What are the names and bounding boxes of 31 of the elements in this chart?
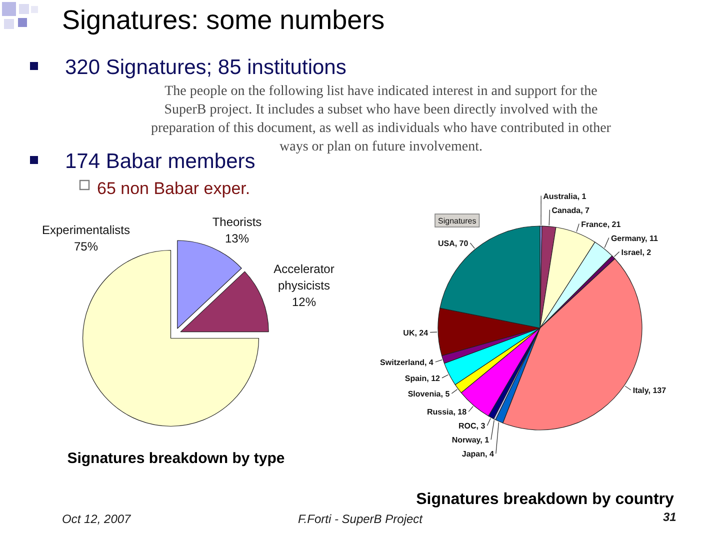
text: 174 Babar members xyxy=(65,150,256,173)
data-label: Italy, 137 xyxy=(632,386,667,396)
data-label: Switzerland, 4 xyxy=(380,358,434,367)
data-label: UK, 24 xyxy=(403,328,429,338)
data-label: 12% xyxy=(292,295,316,309)
data-label: Israel, 2 xyxy=(621,248,652,257)
text: Signatures xyxy=(438,216,476,226)
data-label: Russia, 18 xyxy=(426,408,468,417)
text: F.Forti - SuperB Project xyxy=(298,512,424,526)
data-label: Norway, 1 xyxy=(452,436,490,445)
text: 31 xyxy=(663,510,677,524)
data-label: USA, 70 xyxy=(438,238,469,248)
text: 320 Signatures; 85 institutions xyxy=(65,56,346,79)
text: Signatures breakdown by country xyxy=(416,491,674,508)
data-label: Spain, 12 xyxy=(404,374,441,383)
data-label: ROC, 3 xyxy=(458,422,486,431)
text: Signatures: some numbers xyxy=(62,5,385,35)
data-label: Japan, 4 xyxy=(462,450,494,459)
data-label: 13% xyxy=(224,232,250,246)
data-label: 75% xyxy=(74,240,98,254)
data-label: Australia, 1 xyxy=(543,192,587,201)
slice-label: Experimentalists xyxy=(42,223,130,237)
text: 65 non Babar exper. xyxy=(97,179,250,198)
data-label: France, 21 xyxy=(581,220,622,229)
slice-label: Accelerator physicists xyxy=(274,262,334,292)
data-label: Germany, 11 xyxy=(610,234,658,243)
data-label: Canada, 7 xyxy=(552,206,590,215)
text: Signatures breakdown by type xyxy=(67,450,285,467)
slice-label: Theorists xyxy=(212,215,262,229)
data-label: Slovenia, 5 xyxy=(408,390,450,399)
text: Oct 12, 2007 xyxy=(62,512,132,526)
